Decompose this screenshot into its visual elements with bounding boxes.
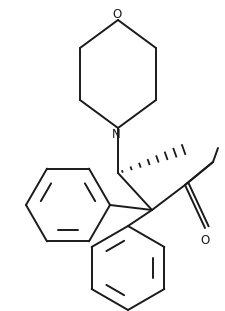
Text: O: O <box>199 234 208 247</box>
Text: N: N <box>112 128 120 141</box>
Text: O: O <box>112 8 121 21</box>
